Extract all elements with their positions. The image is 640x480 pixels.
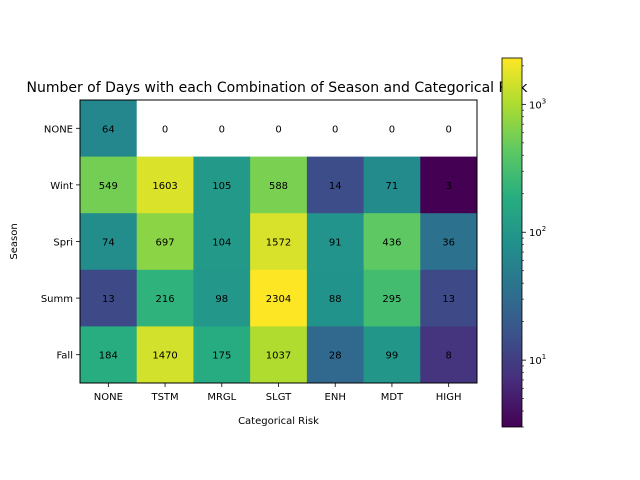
cell-value-label: 1470 [152,351,177,362]
y-tick-label: NONE [44,124,73,135]
cell-value-label: 13 [442,294,455,305]
cell-value-label: 1603 [152,181,177,192]
cell-value-label: 91 [329,238,342,249]
y-tick-label: Wint [50,181,73,192]
cell-value-label: 74 [102,238,115,249]
heatmap-cell [306,100,365,158]
heatmap-cell [250,269,308,327]
cell-value-label: 0 [219,124,225,135]
x-axis-label: Categorical Risk [238,416,319,427]
heatmap-cell [80,213,138,271]
heatmap-cell [80,156,138,214]
heatmap-cell [136,100,194,158]
cell-value-label: 105 [212,181,231,192]
y-axis-label: Season [9,223,20,259]
heatmap-cell [420,213,478,271]
heatmap-cell [420,269,478,327]
heatmap-cell [136,156,194,214]
cell-value-label: 0 [162,124,168,135]
heatmap-cell [80,326,138,384]
cell-value-labels: 64 0 0 0 0 0 0 549 1603 105 588 14 71 3 74 697 104 1572 91… [99,124,455,361]
y-tick-label: Spri [53,238,73,249]
cell-value-label: 64 [102,124,115,135]
cell-value-label: 104 [212,238,231,249]
cell-value-label: 8 [445,351,451,362]
cell-value-label: 0 [332,124,338,135]
heatmap-cell [193,100,251,158]
y-tick-label: Summ [41,294,73,305]
cell-value-label: 0 [445,124,451,135]
heatmap-cell [193,326,251,384]
cell-value-label: 2304 [266,294,291,305]
heatmap-cell [193,156,251,214]
heatmap-cell [136,326,194,384]
colorbar-tick-label: 101 [529,353,546,367]
heatmap-cells [80,100,478,384]
heatmap-cell [363,326,421,384]
cell-value-label: 28 [329,351,342,362]
heatmap-cell [363,100,421,158]
x-tick-label: MRGL [207,392,236,403]
colorbar [501,57,523,428]
x-tick-label: HIGH [436,392,462,403]
heatmap-cell [306,269,365,327]
heatmap-cell [363,213,421,271]
heatmap-cell [363,156,421,214]
heatmap-cell [250,326,308,384]
heatmap-cell [250,156,308,214]
x-tick-label: ENH [325,392,346,403]
cell-value-label: 175 [212,351,231,362]
x-tick-label: TSTM [150,392,178,403]
x-axis-ticks: NONE TSTM MRGL SLGT ENH MDT HIGH [94,383,462,403]
cell-value-label: 588 [269,181,288,192]
cell-value-label: 295 [382,294,401,305]
colorbar-ticks: 101 102 103 [522,65,546,428]
x-tick-label: MDT [381,392,404,403]
cell-value-label: 99 [386,351,399,362]
heatmap-cell [80,100,138,158]
heatmap-cell [193,269,251,327]
heatmap-cell [250,100,308,158]
heatmap-cell [363,269,421,327]
heatmap-cell [306,156,365,214]
x-tick-label: NONE [94,392,123,403]
cell-value-label: 3 [445,181,451,192]
cell-value-label: 1037 [266,351,291,362]
heatmap-cell [193,213,251,271]
heatmap-cell [136,213,194,271]
cell-value-label: 0 [389,124,395,135]
cell-value-label: 71 [386,181,399,192]
heatmap-cell [420,100,478,158]
cell-value-label: 88 [329,294,342,305]
heatmap-cell [80,269,138,327]
heatmap-cell [420,326,478,384]
cell-value-label: 216 [156,294,175,305]
y-axis-ticks: NONE Wint Spri Summ Fall [41,124,80,362]
cell-value-label: 436 [382,238,401,249]
cell-value-label: 549 [99,181,118,192]
heatmap-cell [420,156,478,214]
cell-value-label: 1572 [266,238,291,249]
heatmap-cell [136,269,194,327]
cell-value-label: 98 [215,294,228,305]
colorbar-tick-label: 102 [529,225,546,239]
cell-value-label: 697 [156,238,175,249]
cell-value-label: 184 [99,351,118,362]
heatmap-cell [250,213,308,271]
x-tick-label: SLGT [266,392,292,403]
y-tick-label: Fall [56,351,73,362]
cell-value-label: 14 [329,181,342,192]
cell-value-label: 13 [102,294,115,305]
heatmap-cell [306,326,365,384]
cell-value-label: 36 [442,238,455,249]
chart-title: Number of Days with each Combination of … [26,80,528,96]
heatmap-cell [306,213,365,271]
colorbar-tick-label: 103 [529,97,546,111]
cell-value-label: 0 [275,124,281,135]
